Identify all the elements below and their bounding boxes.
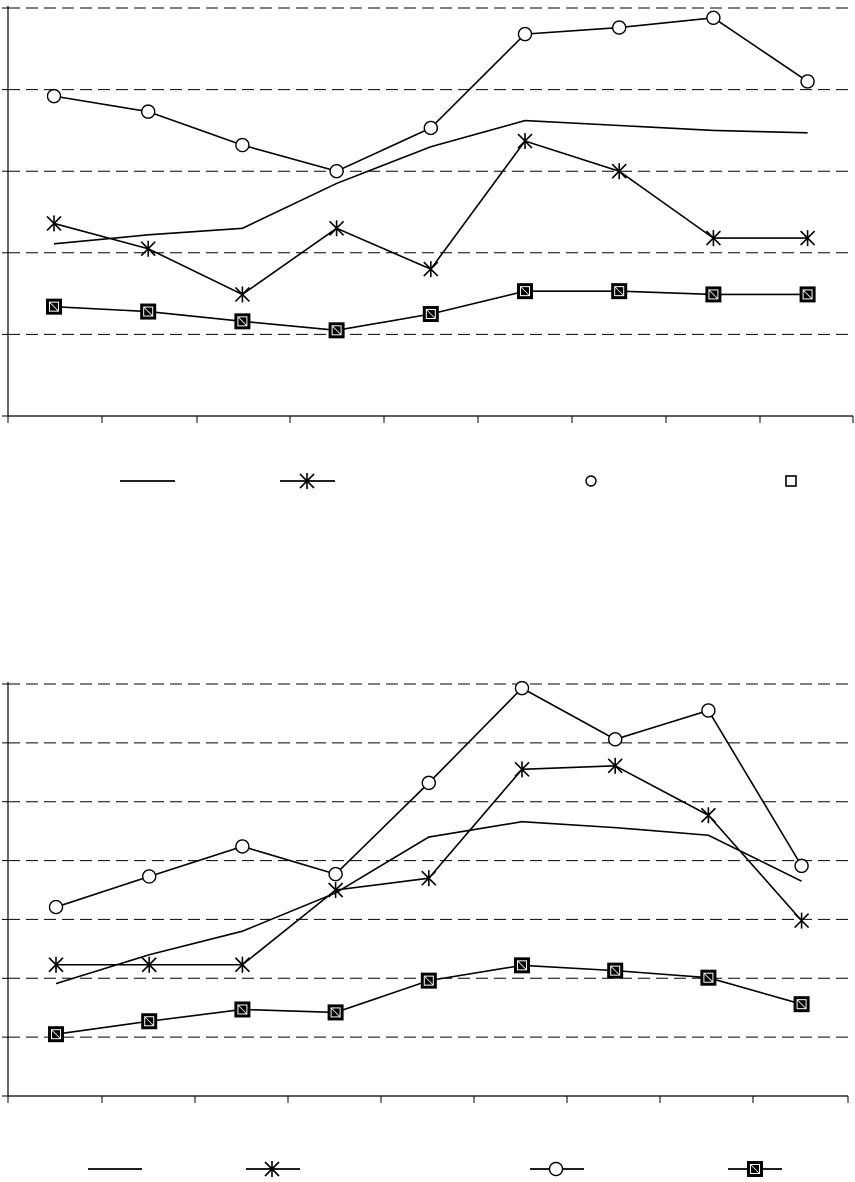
chart1-series-2-point <box>329 220 345 237</box>
chart2-plot <box>2 680 849 1103</box>
chart1-series-3-point <box>235 137 250 153</box>
chart2-series-1-line <box>55 820 802 985</box>
chart2-series-3 <box>48 680 809 915</box>
chart2-legend-marker-2 <box>264 1161 280 1177</box>
chart2-series-3-point <box>328 866 343 882</box>
chart1-series-3-point <box>140 104 156 119</box>
chart2-series-3-point <box>48 899 64 915</box>
chart1-series-3-point <box>517 26 533 42</box>
chart1-legend-item-2 <box>280 473 335 489</box>
chart2-series-4-point <box>420 972 437 989</box>
chart2-series-3-point <box>235 839 250 854</box>
chart1-series-2-point <box>705 230 721 247</box>
chart1-series-2-point <box>800 230 816 247</box>
chart1-series-4-point <box>705 286 722 303</box>
chart2-series-2-point <box>141 956 157 973</box>
chart1-series-4-point <box>140 303 157 320</box>
chart2-series-2-point <box>514 761 530 778</box>
chart1-series-3-point <box>329 163 344 179</box>
chart2-series-4-point <box>141 1013 158 1030</box>
chart1-series-1-line <box>53 119 808 245</box>
chart1-series-4-point <box>46 298 62 315</box>
chart2-legend-marker-4 <box>747 1161 763 1177</box>
chart1-series-4-point <box>517 283 533 300</box>
chart2-series-4-point <box>234 1001 251 1018</box>
chart1-series-3-point <box>46 88 62 104</box>
chart1-legend-item-4 <box>785 475 797 487</box>
chart1-series-2-point <box>517 133 533 150</box>
chart2-series-3-point <box>514 680 530 696</box>
chart2-series-3-point <box>701 703 716 718</box>
chart2-series-3-point <box>421 775 436 791</box>
chart2-series-2-point <box>607 757 623 774</box>
chart1-legend-marker-4 <box>785 475 797 487</box>
chart1-legend <box>120 473 797 489</box>
chart1-plot <box>2 6 854 423</box>
chart2-series-4-point <box>793 996 810 1013</box>
chart2-series-4-point <box>700 969 717 986</box>
chart2-series-3-point <box>141 869 157 884</box>
chart1-series-4-point <box>611 283 628 300</box>
chart1-series-2-point <box>234 286 250 303</box>
chart1-legend-marker-3 <box>585 475 597 487</box>
chart2-legend-marker-3 <box>548 1161 564 1177</box>
chart1-series-2-point <box>46 215 62 232</box>
chart2-series-2-point <box>328 882 344 898</box>
chart2-legend-item-4 <box>728 1161 782 1177</box>
line-chart-top <box>2 6 854 489</box>
chart1-series-2-point <box>140 240 156 257</box>
chart1-series-2 <box>46 133 816 303</box>
chart1-series-1 <box>53 119 808 245</box>
chart2-series-4-point <box>48 1026 64 1043</box>
chart1-series-3-point <box>612 20 627 35</box>
chart1-series-4-point <box>328 322 345 339</box>
chart2-series-4-point <box>327 1004 344 1021</box>
chart2-legend-item-2 <box>246 1161 300 1177</box>
chart1-legend-marker-2 <box>299 473 315 489</box>
chart2-series-4-point <box>514 957 530 974</box>
chart2-series-4 <box>48 957 810 1043</box>
chart2-series-2-point <box>234 956 250 973</box>
chart2-series-2-point <box>421 870 437 887</box>
chart2-series-2-line <box>56 765 803 966</box>
chart2-series-3-point <box>794 858 809 874</box>
chart1-series-3-point <box>800 74 815 89</box>
chart2-series-4-point <box>607 962 624 979</box>
chart2-series-1 <box>55 820 802 985</box>
chart1-series-2-point <box>611 163 627 180</box>
chart1-series-2-point <box>423 261 439 278</box>
chart2-series-2-point <box>48 956 64 973</box>
chart1-legend-item-3 <box>585 475 597 487</box>
chart2-series-2-point <box>794 912 810 929</box>
chart1-series-3-point <box>423 120 438 136</box>
chart1-series-4-point <box>234 313 251 330</box>
chart1-series-4-point <box>799 286 816 303</box>
chart1-series-3 <box>46 10 815 179</box>
chart2-legend <box>88 1161 782 1177</box>
chart2-series-2 <box>48 757 810 973</box>
chart2-series-3-point <box>608 732 623 747</box>
chart1-series-3-point <box>706 10 721 25</box>
chart2-series-2-point <box>700 807 716 824</box>
chart1-series-4-point <box>422 306 439 322</box>
chart1-series-4 <box>46 283 816 339</box>
chart2-legend-item-3 <box>530 1161 584 1177</box>
